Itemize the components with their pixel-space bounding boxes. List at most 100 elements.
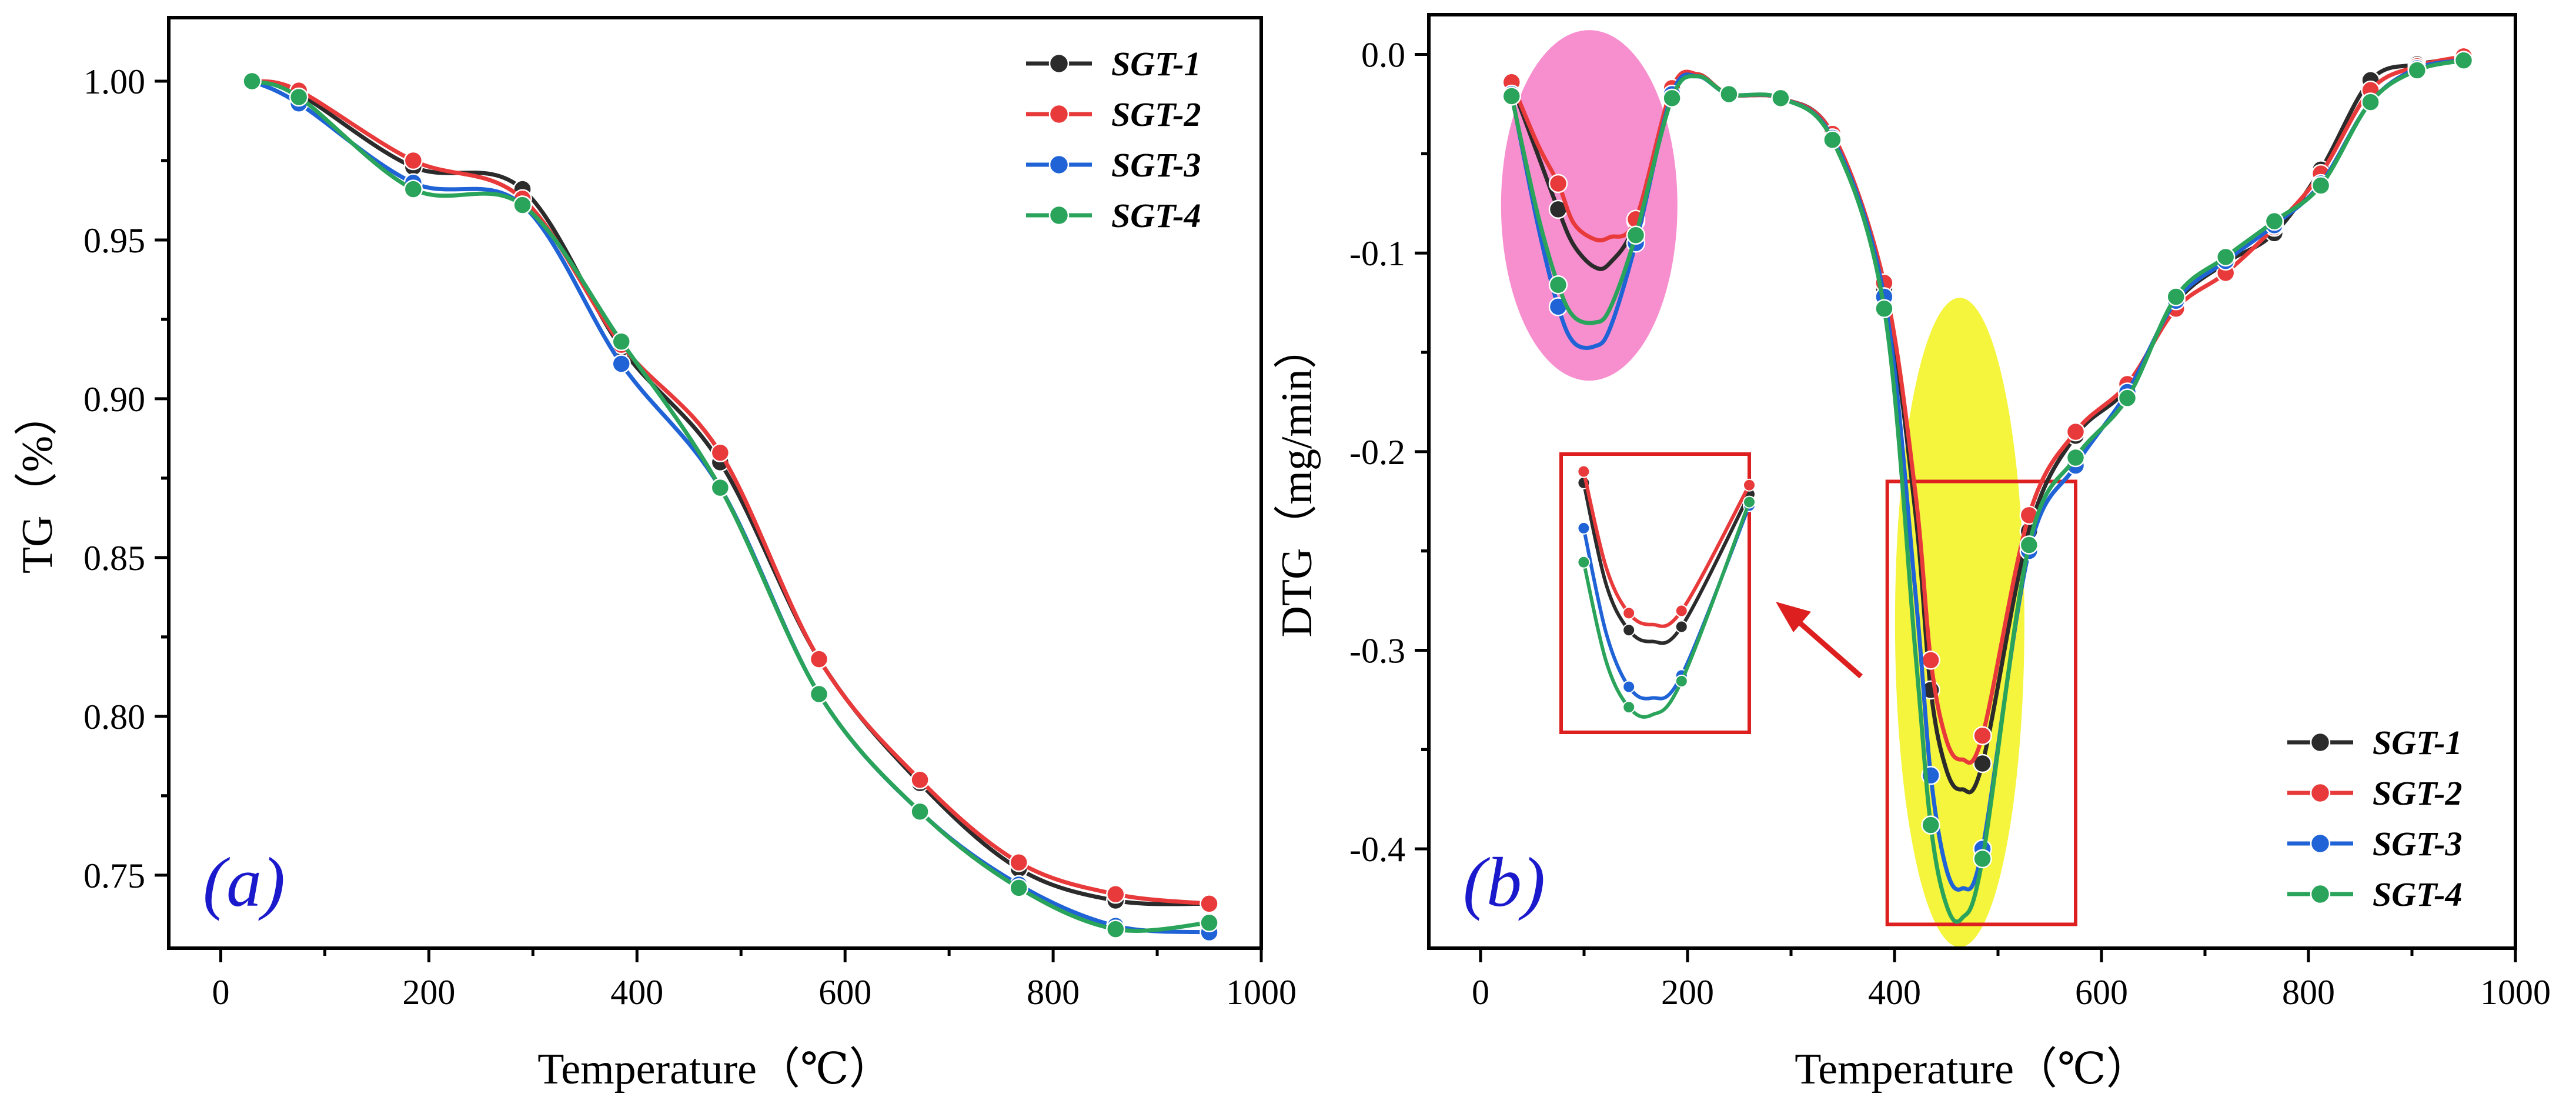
x-tick-label: 400 (1868, 973, 1921, 1012)
inset-point-sgt-1 (1622, 623, 1636, 637)
inset-point-sgt-3 (1622, 680, 1636, 693)
legend-marker-sgt-1 (2310, 732, 2331, 753)
plot-frame (167, 16, 1263, 950)
inset-point-sgt-2 (1675, 604, 1688, 618)
data-point-sgt-4 (1875, 299, 1894, 318)
panel-label: (a) (203, 843, 285, 921)
highlight-ellipse-pink (1501, 30, 1678, 381)
legend-marker-sgt-2 (2310, 782, 2331, 803)
inset-point-sgt-1 (1675, 620, 1688, 633)
legend-label-sgt-3: SGT-3 (1111, 146, 1201, 184)
legend-marker-sgt-1 (1048, 53, 1070, 74)
x-tick-label: 1000 (1226, 973, 1297, 1012)
chart-a: 0 200 400 600 800 1000 0.75 0.80 0.85 0.90 0.95 1.0… (14, 16, 1297, 1093)
data-point-sgt-4 (612, 332, 631, 351)
inset-line-sgt-2 (1582, 471, 1751, 628)
inset-point-sgt-3 (1577, 521, 1591, 535)
x-axis-title: Temperature（℃） (1795, 1045, 2150, 1093)
inset-line-sgt-1 (1582, 482, 1751, 645)
series-line-sgt-2 (250, 79, 1211, 906)
data-point-sgt-1 (1973, 753, 1992, 773)
zoom-arrow-head (1776, 602, 1811, 632)
y-axis-title: DTG（mg/min） (1273, 325, 1321, 637)
inset-point-sgt-4 (1577, 555, 1591, 569)
x-tick-label: 1000 (2480, 973, 2551, 1012)
data-point-sgt-4 (1823, 130, 1842, 149)
zoom-arrow (1797, 620, 1863, 679)
x-tick-label: 0 (212, 973, 229, 1012)
data-point-sgt-4 (403, 179, 423, 199)
data-point-sgt-4 (2407, 61, 2427, 80)
y-tick-label: 0.75 (83, 856, 145, 895)
legend-marker-sgt-4 (1048, 205, 1070, 226)
legend-marker-sgt-3 (2310, 833, 2331, 854)
data-point-sgt-4 (2264, 211, 2284, 231)
legend-label-sgt-1: SGT-1 (2373, 723, 2463, 762)
y-tick-label: 0.80 (83, 698, 145, 736)
data-point-sgt-3 (612, 354, 631, 374)
x-tick-label: 600 (2075, 973, 2128, 1012)
data-point-sgt-4 (2019, 535, 2039, 555)
data-point-sgt-4 (1921, 815, 1940, 835)
data-point-sgt-4 (2454, 51, 2474, 70)
data-point-sgt-4 (2066, 448, 2086, 468)
inset-point-sgt-2 (1743, 478, 1756, 492)
data-point-sgt-2 (910, 770, 930, 790)
data-point-sgt-4 (513, 195, 532, 215)
x-tick-label: 200 (1661, 973, 1714, 1012)
data-point-sgt-2 (1200, 894, 1219, 913)
legend-label-sgt-3: SGT-3 (2373, 825, 2463, 863)
data-point-sgt-4 (1548, 275, 1568, 295)
inset-zoom-box (1559, 452, 1751, 734)
y-tick-label: -0.3 (1349, 632, 1405, 671)
data-point-sgt-4 (1502, 86, 1522, 106)
x-tick-label: 800 (2282, 973, 2335, 1012)
plot-frame (1427, 13, 2517, 950)
data-point-sgt-4 (2117, 388, 2137, 408)
x-tick-label: 0 (1472, 973, 1489, 1012)
legend-label-sgt-4: SGT-4 (1111, 196, 1201, 235)
y-tick-label: 1.00 (83, 62, 145, 101)
legend-marker-sgt-3 (1048, 154, 1070, 175)
data-point-sgt-4 (910, 802, 930, 822)
data-point-sgt-4 (2311, 176, 2331, 195)
data-point-sgt-4 (1200, 913, 1219, 933)
y-tick-label: 0.85 (83, 539, 145, 578)
data-point-sgt-4 (1626, 225, 1646, 245)
legend-label-sgt-1: SGT-1 (1111, 45, 1201, 83)
inset-point-sgt-2 (1622, 606, 1636, 620)
x-tick-label: 200 (402, 973, 455, 1012)
data-point-sgt-4 (2361, 92, 2380, 112)
data-point-sgt-4 (2166, 287, 2186, 306)
panel-label: (b) (1463, 843, 1545, 921)
inset-line-sgt-4 (1582, 501, 1751, 719)
y-tick-label: 0.90 (83, 380, 145, 419)
data-point-sgt-2 (1548, 174, 1568, 194)
y-tick-label: -0.4 (1349, 830, 1405, 869)
y-tick-label: -0.2 (1349, 433, 1405, 472)
inset-point-sgt-4 (1675, 674, 1688, 688)
x-tick-label: 400 (610, 973, 663, 1012)
data-point-sgt-4 (1009, 878, 1028, 898)
series-line-sgt-1 (250, 79, 1211, 906)
data-point-sgt-4 (1771, 88, 1790, 108)
x-tick-label: 600 (818, 973, 871, 1012)
data-point-sgt-2 (1973, 726, 1992, 745)
data-point-sgt-4 (710, 478, 730, 498)
legend: SGT-1 SGT-2 SGT-3 SGT-4 (1026, 45, 1201, 235)
legend-label-sgt-2: SGT-2 (2373, 774, 2463, 812)
data-point-sgt-4 (1719, 84, 1739, 104)
legend-label-sgt-2: SGT-2 (1111, 95, 1201, 134)
x-tick-label: 800 (1027, 973, 1080, 1012)
data-point-sgt-4 (1106, 919, 1125, 939)
data-point-sgt-4 (809, 684, 829, 704)
data-point-sgt-4 (2216, 247, 2236, 267)
y-tick-label: -0.1 (1349, 234, 1405, 273)
data-point-sgt-2 (1106, 884, 1125, 904)
data-point-sgt-2 (1009, 852, 1028, 872)
x-axis-title: Temperature（℃） (537, 1045, 893, 1093)
data-point-sgt-4 (1973, 849, 1992, 869)
data-point-sgt-2 (2066, 422, 2086, 442)
inset-point-sgt-2 (1577, 465, 1591, 478)
